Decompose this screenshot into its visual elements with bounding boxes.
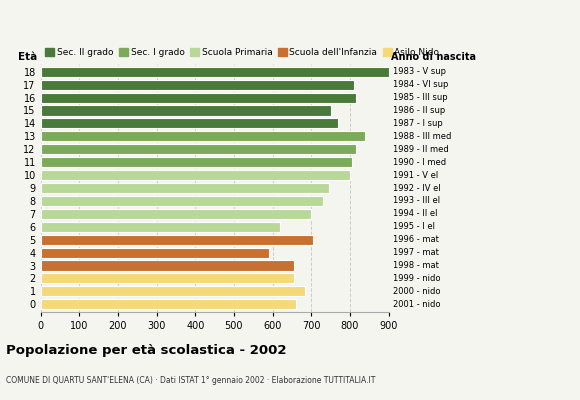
Bar (41, 80, 354, 90)
Bar (41, 248, 269, 258)
Text: 1984 - VI sup: 1984 - VI sup (393, 80, 448, 89)
Bar (41, 131, 365, 141)
Text: 2000 - nido: 2000 - nido (393, 287, 441, 296)
Text: 1983 - V sup: 1983 - V sup (393, 67, 446, 76)
Bar (41, 196, 323, 206)
Text: Anno di nascita: Anno di nascita (392, 52, 477, 62)
Bar (41, 157, 352, 167)
Bar (41, 260, 294, 270)
Text: 1991 - V el: 1991 - V el (393, 170, 438, 180)
Bar (41, 170, 350, 180)
Bar (41, 183, 329, 193)
Text: Popolazione per età scolastica - 2002: Popolazione per età scolastica - 2002 (6, 344, 287, 357)
Bar (41, 67, 389, 77)
Text: 1997 - mat: 1997 - mat (393, 248, 439, 257)
Bar (41, 222, 280, 232)
Text: 1996 - mat: 1996 - mat (393, 235, 439, 244)
Bar (41, 118, 338, 128)
Bar (41, 106, 331, 116)
Text: 1990 - I med: 1990 - I med (393, 158, 447, 167)
Text: COMUNE DI QUARTU SANT'ELENA (CA) · Dati ISTAT 1° gennaio 2002 · Elaborazione TUT: COMUNE DI QUARTU SANT'ELENA (CA) · Dati … (6, 376, 375, 385)
Text: 1987 - I sup: 1987 - I sup (393, 119, 443, 128)
Text: 1995 - I el: 1995 - I el (393, 222, 435, 231)
Legend: Sec. II grado, Sec. I grado, Scuola Primaria, Scuola dell'Infanzia, Asilo Nido: Sec. II grado, Sec. I grado, Scuola Prim… (45, 48, 440, 57)
Bar (41, 92, 356, 103)
Text: 1985 - III sup: 1985 - III sup (393, 93, 448, 102)
Bar (41, 273, 294, 284)
Text: Età: Età (19, 52, 38, 62)
Bar (41, 235, 313, 245)
Bar (41, 286, 306, 296)
Text: 1993 - III el: 1993 - III el (393, 196, 440, 206)
Text: 1988 - III med: 1988 - III med (393, 132, 452, 141)
Text: 1989 - II med: 1989 - II med (393, 145, 449, 154)
Text: 1986 - II sup: 1986 - II sup (393, 106, 445, 115)
Text: 1994 - II el: 1994 - II el (393, 209, 438, 218)
Text: 1999 - nido: 1999 - nido (393, 274, 441, 283)
Bar (41, 299, 296, 309)
Text: 2001 - nido: 2001 - nido (393, 300, 441, 309)
Text: 1998 - mat: 1998 - mat (393, 261, 439, 270)
Bar (41, 209, 311, 219)
Text: 1992 - IV el: 1992 - IV el (393, 184, 441, 192)
Bar (41, 144, 356, 154)
